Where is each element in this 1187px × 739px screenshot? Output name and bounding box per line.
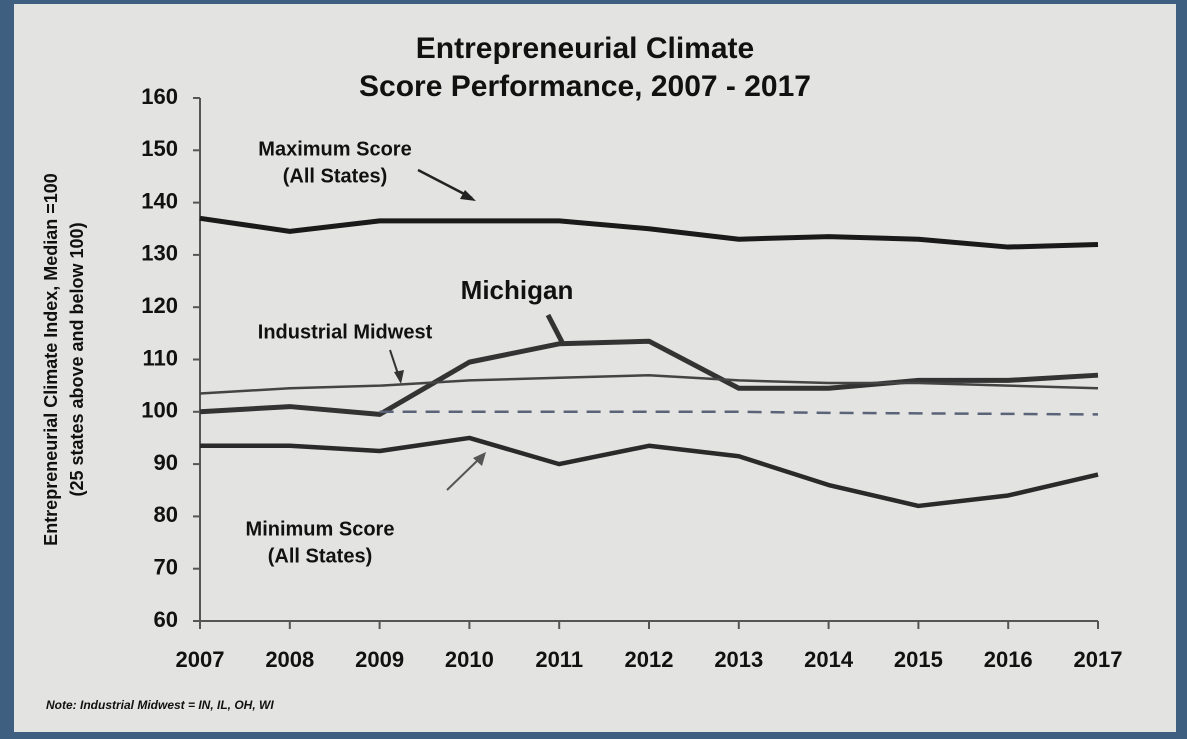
y-tick-label: 120 <box>141 293 178 318</box>
y-tick-label: 100 <box>141 398 178 423</box>
note: Note: Industrial Midwest = IN, IL, OH, W… <box>46 698 274 712</box>
chart-title: Score Performance, 2007 - 2017 <box>359 70 811 103</box>
annotation: (All States) <box>268 545 372 567</box>
y-tick-label: 110 <box>143 345 179 370</box>
x-tick-label: 2010 <box>445 647 494 672</box>
annotation: (All States) <box>283 165 387 187</box>
x-tick-label: 2007 <box>176 647 225 672</box>
y-tick-label: 70 <box>154 555 178 580</box>
y-tick-label: 130 <box>141 241 178 266</box>
annotation: Minimum Score <box>246 518 395 540</box>
series-line <box>200 435 1099 509</box>
y-axis-label: Entrepreneurial Climate Index, Median =1… <box>41 173 61 546</box>
x-tick-label: 2011 <box>535 647 583 672</box>
arrow-head <box>394 370 404 384</box>
annotation: Industrial Midwest <box>258 321 433 343</box>
y-tick-label: 150 <box>141 136 178 161</box>
annotation: Michigan <box>461 275 574 305</box>
x-tick-label: 2008 <box>265 647 314 672</box>
x-tick-label: 2009 <box>355 647 404 672</box>
x-tick-label: 2015 <box>894 647 943 672</box>
arrow <box>417 168 473 200</box>
x-tick-label: 2014 <box>804 647 854 672</box>
series-line <box>199 215 1099 250</box>
series-line <box>199 373 1099 395</box>
y-tick-label: 140 <box>141 188 178 213</box>
arrow <box>446 459 479 491</box>
x-tick-label: 2017 <box>1074 647 1123 672</box>
y-tick-label: 160 <box>141 84 178 109</box>
arrow-head <box>460 190 476 201</box>
panel <box>14 4 1176 732</box>
y-axis-label: (25 states above and below 100) <box>67 222 87 496</box>
y-tick-label: 90 <box>154 450 178 475</box>
y-tick-label: 80 <box>154 502 178 527</box>
x-tick-label: 2012 <box>625 647 674 672</box>
chart-title: Entrepreneurial Climate <box>416 32 754 65</box>
series-line <box>199 338 1099 417</box>
x-tick-label: 2016 <box>984 647 1033 672</box>
arrow-head <box>473 452 486 466</box>
x-tick-label: 2013 <box>714 647 763 672</box>
y-tick-label: 60 <box>154 607 178 632</box>
annotation: Maximum Score <box>258 138 411 160</box>
arrow <box>545 313 565 344</box>
series-line <box>379 410 1099 416</box>
